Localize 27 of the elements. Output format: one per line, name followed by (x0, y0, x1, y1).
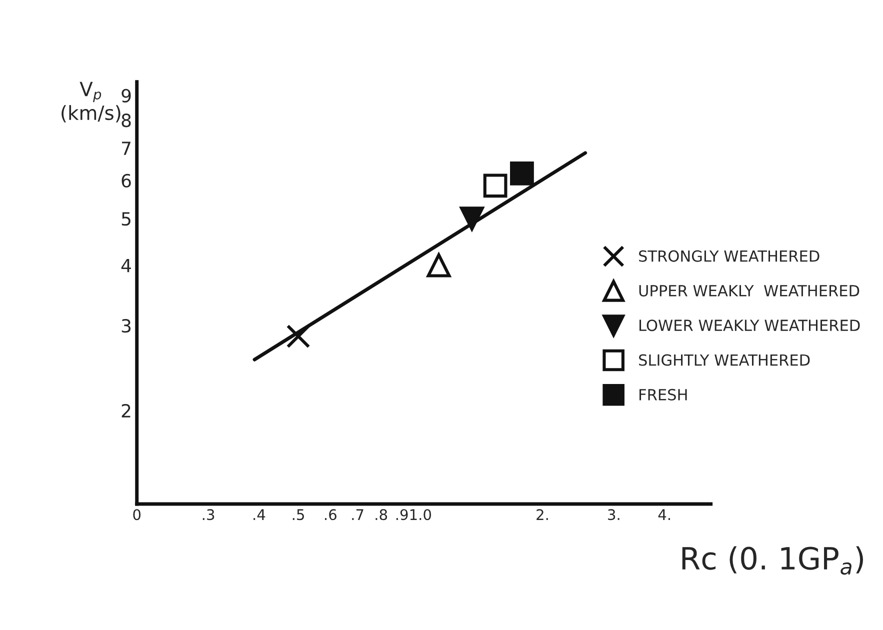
y-tick-label: 4 (121, 258, 131, 272)
x-tick-label: 4. (658, 509, 670, 520)
y-axis-title: V$_{p}$ (km/s) (62, 82, 120, 122)
x-tick-label: .3 (202, 509, 214, 520)
x-tick-label: .7 (352, 509, 364, 520)
x-tick-label: .4 (254, 509, 266, 520)
x-tick-label: 0 (133, 509, 141, 520)
legend-label: STRONGLY WEATHERED (639, 250, 820, 262)
y-tick-label: 7 (122, 142, 130, 155)
x-tick-label: 2. (536, 509, 548, 520)
x-tick-label: .9 (396, 509, 408, 520)
legend-label: FRESH (640, 388, 687, 400)
y-tick-label: 5 (122, 212, 130, 226)
legend-label: SLIGHTLY WEATHERED (639, 354, 810, 366)
y-tick-label: 2 (122, 404, 130, 418)
x-tick-label: 1.0 (410, 509, 432, 520)
x-axis-title: Rc (0. 1GP$_{a}$) (682, 546, 863, 575)
y-tick-label: 6 (122, 174, 131, 188)
y-tick-label: 8 (122, 114, 131, 128)
legend-label: LOWER WEAKLY WEATHERED (640, 320, 860, 332)
legend-label: UPPER WEAKLY WEATHERED (639, 285, 860, 297)
y-tick-label: 3 (122, 319, 131, 333)
x-tick-label: 3. (608, 509, 620, 520)
x-tick-label: .5 (292, 509, 304, 520)
x-tick-label: .8 (376, 509, 388, 520)
x-tick-label: .6 (325, 509, 336, 520)
y-tick-label: 9 (122, 88, 131, 103)
